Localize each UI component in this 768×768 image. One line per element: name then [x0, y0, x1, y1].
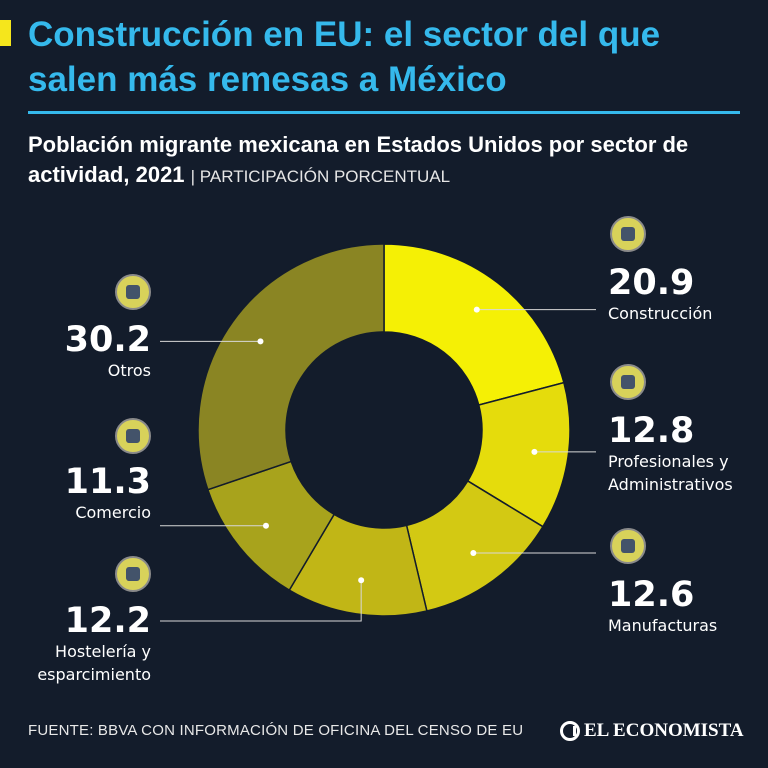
title-divider — [28, 111, 740, 114]
money-exchange-icon — [115, 418, 151, 454]
value-label: 12.2 — [65, 601, 151, 641]
hotel-reception-icon — [115, 556, 151, 592]
category-label: esparcimiento — [37, 665, 151, 684]
leader-dot — [531, 448, 538, 455]
chart-subtitle-text: Población migrante mexicana en Estados U… — [28, 132, 689, 187]
category-label: Profesionales y — [608, 452, 729, 471]
chart-unit: | PARTICIPACIÓN PORCENTUAL — [190, 167, 451, 186]
brand-name: EL ECONOMISTA — [584, 720, 744, 741]
category-label: Comercio — [75, 503, 151, 522]
value-label: 30.2 — [65, 320, 151, 360]
category-label: Otros — [108, 361, 151, 380]
category-label: Manufacturas — [608, 616, 717, 635]
leader-dot — [257, 338, 264, 345]
leader-dot — [470, 549, 477, 556]
assembly-line-icon — [610, 528, 646, 564]
chart-subtitle: Población migrante mexicana en Estados U… — [28, 130, 748, 192]
value-label: 12.6 — [608, 575, 694, 615]
value-label: 12.8 — [608, 411, 694, 451]
mobile-payment-icon — [115, 274, 151, 310]
leader-dot — [262, 522, 269, 529]
category-label: Hostelería y — [55, 642, 151, 661]
category-label: Administrativos — [608, 475, 733, 494]
slice-construcción — [383, 243, 565, 406]
value-label: 20.9 — [608, 263, 694, 303]
category-label: Construcción — [608, 304, 712, 323]
leader-line — [160, 580, 362, 622]
team-meeting-icon — [610, 364, 646, 400]
value-label: 11.3 — [65, 462, 151, 502]
brand-mark-icon — [560, 721, 580, 741]
leader-dot — [358, 577, 365, 584]
tools-worker-icon — [610, 216, 646, 252]
page-title: Construcción en EU: el sector del que sa… — [28, 15, 661, 99]
slice-otros — [197, 243, 385, 491]
accent-bar — [0, 20, 11, 46]
source-note: FUENTE: BBVA CON INFORMACIÓN DE OFICINA … — [28, 722, 524, 739]
leader-dot — [473, 306, 480, 313]
brand-logo: EL ECONOMISTA — [560, 720, 744, 742]
